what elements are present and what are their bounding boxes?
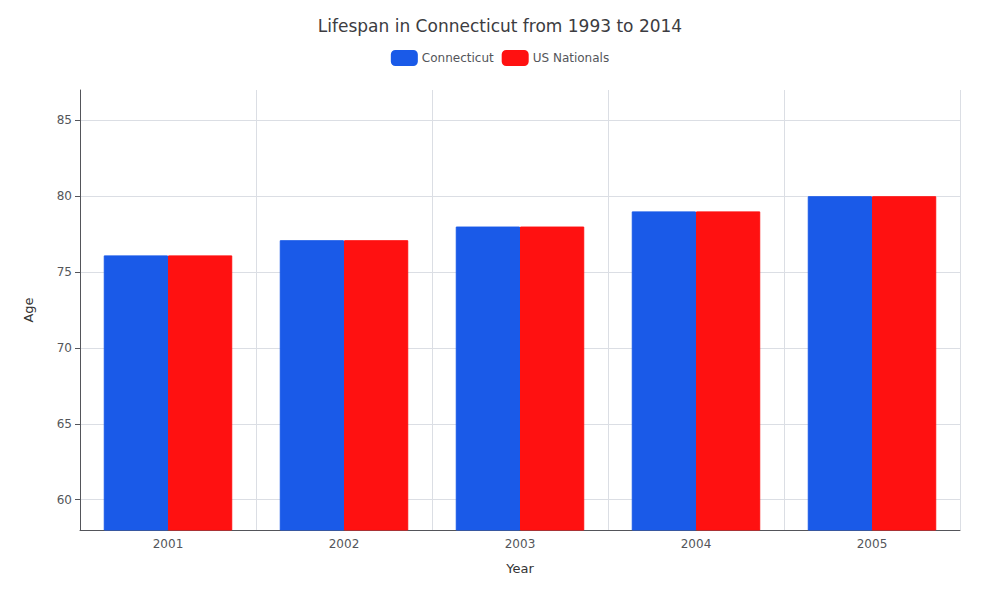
svg-text:60: 60	[57, 493, 72, 507]
svg-text:2001: 2001	[153, 537, 184, 551]
svg-text:US Nationals: US Nationals	[533, 51, 609, 65]
svg-text:Year: Year	[505, 561, 534, 576]
svg-text:85: 85	[57, 113, 72, 127]
svg-text:2002: 2002	[329, 537, 360, 551]
svg-text:2003: 2003	[505, 537, 536, 551]
svg-text:Age: Age	[21, 297, 36, 322]
svg-text:Connecticut: Connecticut	[422, 51, 494, 65]
svg-text:65: 65	[57, 417, 72, 431]
svg-text:Lifespan in Connecticut from 1: Lifespan in Connecticut from 1993 to 201…	[318, 16, 682, 36]
svg-text:80: 80	[57, 189, 72, 203]
svg-text:75: 75	[57, 265, 72, 279]
svg-text:2004: 2004	[681, 537, 712, 551]
svg-text:70: 70	[57, 341, 72, 355]
svg-text:2005: 2005	[857, 537, 888, 551]
